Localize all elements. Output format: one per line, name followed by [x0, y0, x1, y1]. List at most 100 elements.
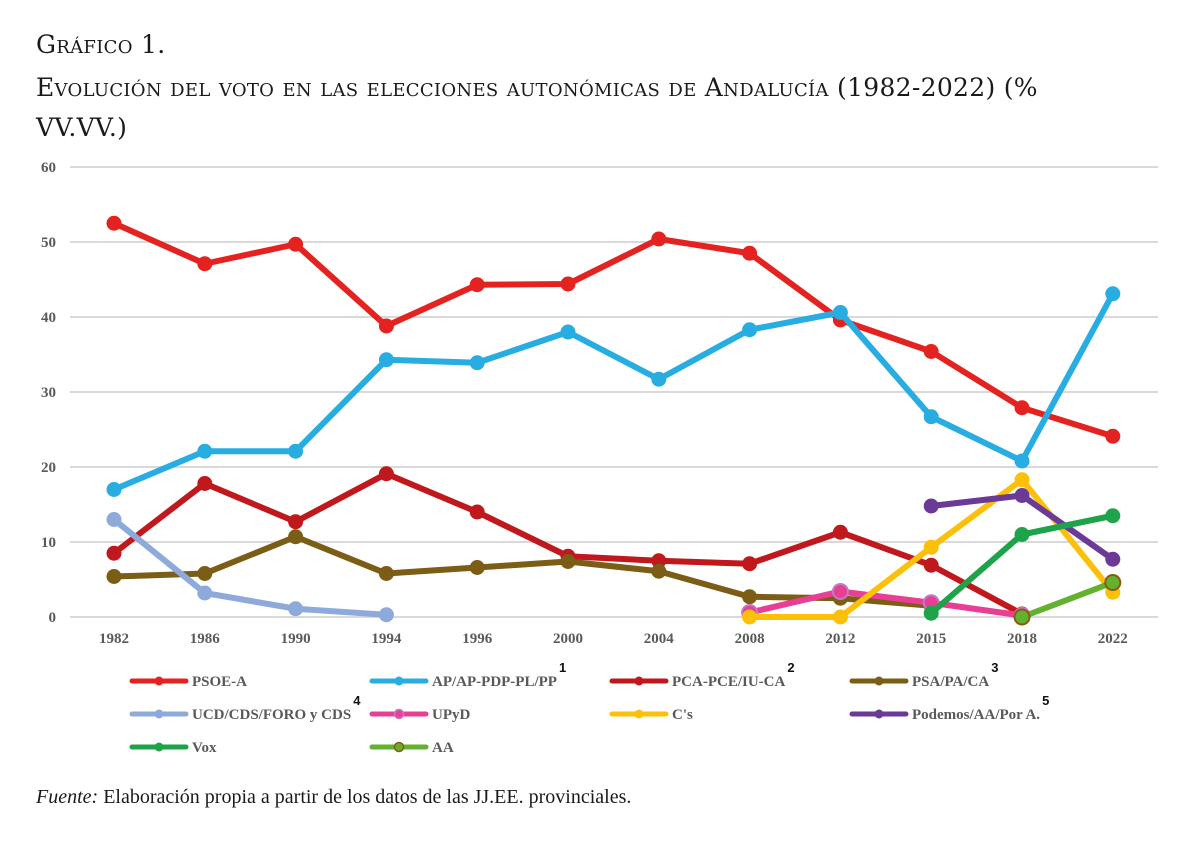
series-ap-ap-pdp-pl-pp	[106, 286, 1121, 497]
data-point	[1013, 608, 1031, 626]
legend-marker	[634, 676, 644, 686]
data-point	[197, 443, 213, 459]
legend-item: PCA-PCE/IU-CA2	[609, 660, 795, 690]
data-point	[469, 504, 485, 520]
data-point	[288, 529, 304, 545]
data-point	[378, 318, 394, 334]
legend-item: PSA/PA/CA3	[849, 660, 998, 690]
series-aa	[1013, 574, 1122, 626]
gridlines	[70, 166, 1158, 618]
legend: PSOE-A AP/AP-PDP-PL/PP1 PCA-PCE/IU-CA2 PSA/…	[129, 660, 1049, 756]
data-point	[923, 539, 939, 555]
x-tick-label: 1994	[371, 631, 402, 647]
legend-marker	[154, 709, 164, 719]
data-point	[832, 305, 848, 320]
data-point	[923, 409, 939, 425]
legend-item: Vox	[129, 740, 217, 756]
data-point	[923, 344, 939, 359]
data-point	[1105, 551, 1121, 567]
data-point	[288, 443, 304, 459]
data-point	[378, 566, 394, 581]
y-tick-label: 40	[41, 310, 56, 326]
legend-label: UCD/CDS/FORO y CDS	[192, 707, 351, 723]
data-point	[923, 605, 939, 621]
y-tick-label: 10	[41, 535, 56, 551]
legend-marker	[874, 709, 884, 719]
x-tick-label: 2012	[825, 631, 855, 647]
series-line	[1019, 579, 1116, 620]
data-point	[106, 215, 122, 231]
y-tick-label: 0	[49, 610, 57, 626]
data-point	[1105, 508, 1121, 524]
legend-marker	[154, 742, 164, 752]
data-point	[469, 277, 485, 293]
legend-footnote-marker: 3	[991, 660, 998, 675]
x-tick-label: 2022	[1098, 631, 1128, 647]
data-point	[1105, 428, 1121, 444]
series-lines	[106, 215, 1122, 626]
data-point	[1105, 286, 1121, 302]
x-tick-label: 2004	[644, 631, 675, 647]
legend-footnote-marker: 4	[353, 693, 361, 708]
legend-marker	[393, 708, 405, 720]
series-podemos-aa-por-a-	[923, 488, 1121, 567]
data-point	[923, 498, 939, 514]
series-line	[111, 470, 1025, 617]
series-psoe-a	[106, 215, 1121, 444]
figure-title: Evolución del voto en las elecciones aut…	[36, 73, 1038, 142]
x-tick-label: 1986	[190, 631, 221, 647]
data-point	[469, 355, 485, 371]
y-axis-ticks: 0 10 20 30 40 50 60	[41, 160, 56, 626]
series-line	[111, 533, 935, 609]
legend-label: C's	[672, 707, 693, 723]
data-point	[1014, 488, 1030, 503]
data-point	[560, 324, 576, 340]
legend-item: AA	[369, 740, 454, 756]
source-text: Elaboración propia a partir de los datos…	[98, 786, 632, 808]
data-point	[288, 236, 304, 252]
figure-number: Gráfico 1.	[36, 30, 166, 59]
legend-item: UPyD	[369, 707, 470, 723]
legend-item: PSOE-A	[129, 674, 247, 690]
data-point	[106, 545, 122, 561]
legend-label: PCA-PCE/IU-CA	[672, 674, 785, 690]
legend-label: UPyD	[432, 707, 470, 723]
x-tick-label: 1996	[462, 631, 493, 647]
data-point	[197, 585, 213, 601]
data-point	[106, 512, 122, 527]
legend-label: Podemos/AA/Por A.	[912, 707, 1040, 723]
data-point	[742, 556, 758, 572]
data-point	[651, 563, 667, 579]
legend-footnote-marker: 5	[1042, 693, 1049, 708]
data-point	[378, 466, 394, 482]
data-point	[197, 256, 213, 272]
data-point	[197, 566, 213, 581]
x-tick-label: 2015	[916, 631, 946, 647]
source-label: Fuente:	[36, 786, 99, 808]
y-tick-label: 60	[41, 160, 56, 176]
data-point	[832, 524, 848, 540]
data-point	[1104, 574, 1122, 591]
data-point	[742, 609, 758, 625]
data-point	[832, 609, 848, 625]
x-axis-ticks: 1982 1986 1990 1994 1996 2000 2004 2008 2012 2015…	[99, 631, 1128, 647]
data-point	[742, 245, 758, 261]
legend-marker	[154, 676, 164, 686]
data-point	[378, 352, 394, 368]
data-point	[106, 569, 122, 584]
data-point	[831, 583, 849, 600]
series-ucd-cds-foro-y-cds	[106, 512, 394, 623]
y-tick-label: 30	[41, 385, 56, 401]
legend-marker	[874, 676, 884, 686]
series-line	[746, 588, 1025, 619]
legend-label: PSOE-A	[192, 674, 247, 690]
series-line	[111, 220, 1116, 440]
data-point	[288, 601, 304, 617]
data-point	[651, 231, 667, 247]
series-vox	[923, 508, 1121, 621]
data-point	[106, 482, 122, 497]
data-point	[560, 276, 576, 292]
data-point	[1014, 527, 1030, 542]
